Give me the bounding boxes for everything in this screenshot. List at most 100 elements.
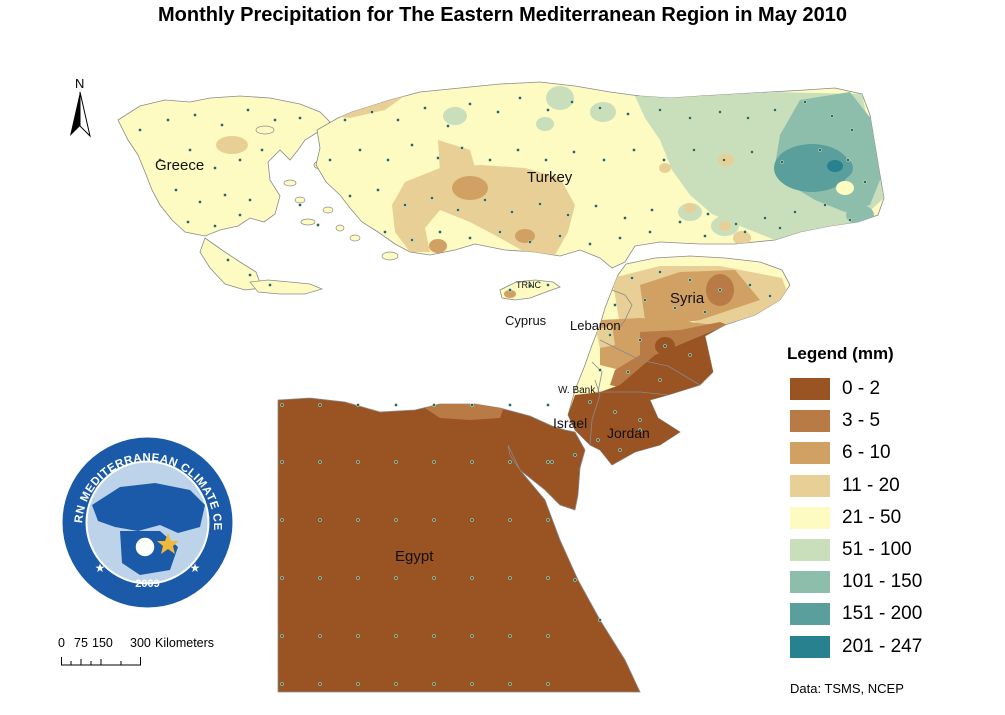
station-marker xyxy=(780,160,784,164)
legend-label: 201 - 247 xyxy=(842,635,923,657)
station-marker xyxy=(498,230,502,234)
scale-bar-ruler xyxy=(61,657,141,666)
station-marker xyxy=(423,106,427,110)
legend-swatch xyxy=(790,603,830,626)
station-marker xyxy=(748,283,752,287)
station-marker xyxy=(598,106,602,110)
legend-label: 101 - 150 xyxy=(842,571,923,593)
station-marker xyxy=(706,212,710,216)
station-marker xyxy=(546,682,550,686)
station-marker xyxy=(318,518,322,522)
station-marker xyxy=(356,518,360,522)
station-marker xyxy=(632,148,636,152)
station-marker xyxy=(470,682,474,686)
station-marker xyxy=(572,150,576,154)
station-marker xyxy=(280,403,284,407)
station-marker xyxy=(298,116,302,120)
station-marker xyxy=(546,108,550,112)
station-marker xyxy=(213,166,217,170)
station-marker xyxy=(846,158,850,162)
scale-tick-150: 150 xyxy=(92,636,113,650)
legend-swatch xyxy=(790,474,830,497)
legend-label: 11 - 20 xyxy=(842,474,900,496)
station-marker xyxy=(394,682,398,686)
station-marker xyxy=(280,576,284,580)
station-marker xyxy=(650,208,654,212)
station-marker xyxy=(528,240,532,244)
north-letter: N xyxy=(75,76,85,91)
station-marker xyxy=(394,518,398,522)
station-marker xyxy=(508,682,512,686)
station-marker xyxy=(558,234,562,238)
station-marker xyxy=(432,634,436,638)
station-marker xyxy=(692,148,696,152)
station-marker xyxy=(516,148,520,152)
legend-item: 151 - 200 xyxy=(787,598,997,630)
station-marker xyxy=(213,224,217,228)
emcc-logo: EASTERN MEDITERRANEAN CLIMATE CENTRE 200… xyxy=(56,426,235,610)
station-marker xyxy=(460,146,464,150)
station-marker xyxy=(280,682,284,686)
station-marker xyxy=(403,203,407,207)
station-marker xyxy=(688,278,692,282)
station-marker xyxy=(588,400,592,404)
station-marker xyxy=(174,188,178,192)
legend-swatch xyxy=(790,571,830,594)
station-marker xyxy=(658,108,662,112)
station-marker xyxy=(734,222,738,226)
legend-item: 21 - 50 xyxy=(787,502,997,534)
station-marker xyxy=(768,294,772,298)
station-marker xyxy=(746,116,750,120)
station-marker xyxy=(602,158,606,162)
station-marker xyxy=(546,518,550,522)
station-marker xyxy=(718,110,722,114)
station-marker xyxy=(630,276,634,280)
legend-item: 6 - 10 xyxy=(787,437,997,469)
station-marker xyxy=(280,460,284,464)
station-marker xyxy=(318,576,322,580)
station-marker xyxy=(613,410,617,414)
station-marker xyxy=(850,128,854,132)
station-marker xyxy=(703,234,707,238)
station-marker xyxy=(598,618,602,622)
legend-swatch xyxy=(790,506,830,529)
label-jordan: Jordan xyxy=(607,425,650,441)
station-marker xyxy=(508,460,512,464)
legend-label: 6 - 10 xyxy=(842,442,891,464)
station-marker xyxy=(566,213,570,217)
station-marker xyxy=(538,202,542,206)
legend-swatch xyxy=(790,539,830,562)
station-marker xyxy=(328,158,332,162)
station-marker xyxy=(626,370,630,374)
egypt-region xyxy=(277,397,641,693)
station-marker xyxy=(470,634,474,638)
station-marker xyxy=(718,288,722,292)
station-marker xyxy=(356,682,360,686)
station-marker xyxy=(626,112,630,116)
station-marker xyxy=(803,100,807,104)
station-marker xyxy=(678,220,682,224)
label-trnc: TRNC xyxy=(516,280,541,290)
station-marker xyxy=(594,204,598,208)
legend-title: Legend (mm) xyxy=(787,344,894,363)
station-marker xyxy=(410,143,414,147)
station-marker xyxy=(818,148,822,152)
station-marker xyxy=(356,634,360,638)
station-marker xyxy=(510,210,514,214)
station-marker xyxy=(223,193,227,197)
station-marker xyxy=(663,344,667,348)
station-marker xyxy=(348,194,352,198)
label-greece: Greece xyxy=(155,157,204,174)
station-marker xyxy=(830,114,834,118)
label-lebanon: Lebanon xyxy=(570,318,621,333)
scale-tick-0: 0 xyxy=(58,636,65,650)
station-marker xyxy=(273,118,277,122)
station-marker xyxy=(544,158,548,162)
station-marker xyxy=(496,110,500,114)
station-marker xyxy=(356,576,360,580)
station-markers xyxy=(138,96,867,686)
climate-centre-logo-icon: EASTERN MEDITERRANEAN CLIMATE CENTRE 200… xyxy=(56,426,233,608)
station-marker xyxy=(396,118,400,122)
legend-label: 0 - 2 xyxy=(842,378,881,400)
station-marker xyxy=(158,158,162,162)
